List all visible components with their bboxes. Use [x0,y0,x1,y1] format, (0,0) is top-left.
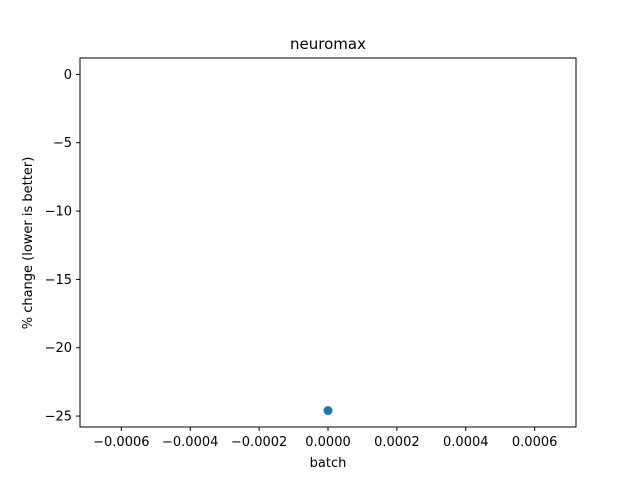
y-axis-label: % change (lower is better) [21,157,36,330]
y-tick-label: −10 [45,205,72,220]
x-axis: −0.0006 −0.0004 −0.0002 0.0000 0.0002 0.0004 0… [93,427,557,450]
chart-title: neuromax [290,35,366,53]
x-tick-label: 0.0006 [512,435,558,450]
x-tick-label: −0.0004 [162,435,218,450]
x-tick-label: −0.0002 [231,435,287,450]
plot-frame [79,57,577,428]
y-axis: 0 −5 −10 −15 −20 −25 [45,68,80,425]
x-axis-label: batch [310,456,347,471]
x-tick-label: 0.0004 [443,435,489,450]
x-tick-label: 0.0000 [305,435,351,450]
y-tick-label: −20 [45,341,72,356]
y-tick-label: 0 [64,68,72,83]
x-tick-label: −0.0006 [93,435,149,450]
plot-points [323,406,333,416]
data-point [323,406,333,416]
y-tick-label: −5 [53,136,72,151]
y-tick-label: −15 [45,273,72,288]
y-tick-label: −25 [45,410,72,425]
x-tick-label: 0.0002 [374,435,420,450]
